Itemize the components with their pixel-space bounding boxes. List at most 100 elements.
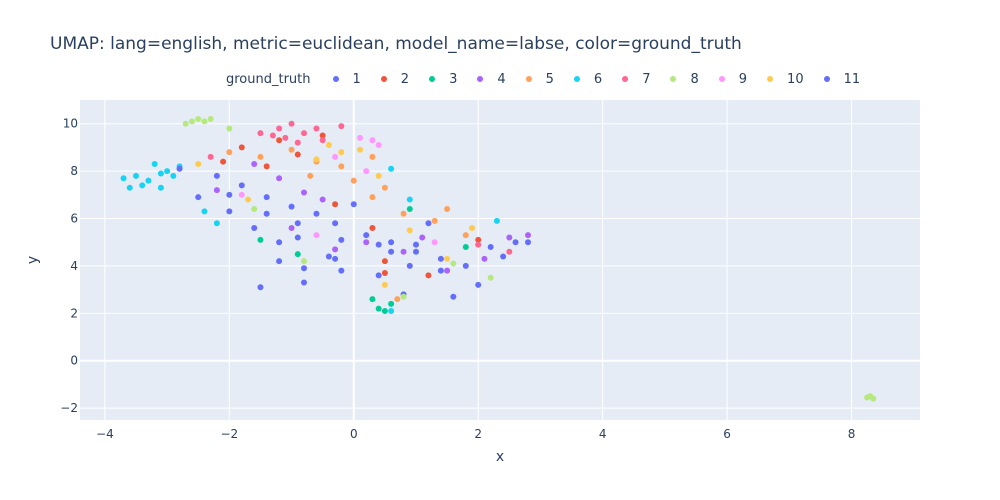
data-point-series-5: [381, 184, 388, 191]
legend-label: 10: [787, 71, 804, 87]
data-point-series-10: [406, 227, 413, 234]
data-point-series-3: [388, 300, 395, 307]
legend-item-4[interactable]: 4: [477, 72, 506, 87]
data-point-series-7: [276, 125, 283, 132]
data-point-series-8: [450, 260, 457, 267]
legend-item-2[interactable]: 2: [380, 71, 410, 87]
data-point-series-8: [195, 115, 202, 122]
data-point-series-1: [294, 234, 301, 241]
data-point-series-1: [413, 248, 419, 255]
data-point-series-6: [151, 161, 158, 167]
legend-marker: [332, 76, 339, 82]
legend-item-3[interactable]: 3: [429, 72, 457, 87]
legend-label: 7: [642, 71, 651, 87]
data-point-series-11: [388, 248, 395, 255]
data-point-series-7: [282, 134, 289, 141]
data-point-series-2: [294, 151, 301, 158]
data-point-series-11: [226, 191, 233, 198]
data-point-series-8: [189, 118, 195, 125]
data-point-series-1: [437, 255, 444, 262]
legend-marker: [622, 76, 629, 82]
legend-marker: [823, 76, 830, 82]
data-point-series-4: [319, 196, 326, 203]
data-point-series-6: [493, 217, 500, 224]
data-point-series-5: [288, 146, 295, 153]
data-point-series-7: [269, 132, 276, 139]
data-point-series-1: [325, 253, 332, 260]
data-point-series-11: [176, 165, 183, 172]
legend-label: 2: [400, 71, 410, 87]
data-point-series-9: [431, 239, 438, 246]
data-point-series-2: [369, 225, 376, 231]
data-point-series-1: [213, 172, 220, 179]
chart-title: UMAP: lang=english, metric=euclidean, mo…: [50, 34, 742, 54]
y-tick-label: 10: [63, 117, 78, 131]
data-point-series-4: [419, 234, 426, 241]
data-point-series-10: [469, 225, 475, 231]
data-point-series-1: [450, 293, 457, 300]
data-point-series-7: [288, 120, 295, 127]
legend-item-9[interactable]: 9: [718, 71, 748, 87]
data-point-series-1: [338, 267, 345, 274]
legend-label: 1: [352, 71, 361, 87]
y-tick-label: −2: [60, 401, 78, 415]
legend-item-10[interactable]: 10: [767, 72, 804, 87]
legend-item-8[interactable]: 8: [670, 72, 699, 87]
data-point-series-3: [375, 305, 382, 312]
legend-marker: [477, 76, 484, 82]
data-point-series-7: [294, 139, 301, 146]
y-tick-label: 0: [70, 354, 78, 368]
data-point-series-3: [369, 296, 376, 303]
legend-label: 11: [843, 71, 861, 87]
data-point-series-6: [157, 170, 164, 177]
data-points: [120, 115, 877, 402]
data-point-series-11: [500, 253, 507, 260]
data-point-series-1: [375, 272, 382, 279]
data-point-series-9: [375, 142, 382, 149]
data-point-series-7: [338, 123, 345, 130]
data-point-series-7: [506, 248, 513, 255]
data-point-series-1: [301, 265, 307, 272]
data-point-series-5: [350, 177, 357, 184]
data-point-series-1: [257, 284, 264, 291]
y-tick-label: 6: [70, 212, 78, 226]
data-point-series-2: [263, 163, 270, 170]
data-point-series-2: [220, 158, 227, 165]
data-point-series-1: [226, 208, 233, 215]
data-point-series-4: [251, 161, 258, 167]
legend-item-1[interactable]: 1: [332, 71, 361, 87]
data-point-series-8: [226, 125, 233, 132]
legend-item-11[interactable]: 11: [823, 71, 861, 87]
data-point-series-1: [388, 239, 395, 246]
data-point-series-8: [207, 115, 214, 122]
data-point-series-1: [313, 210, 320, 217]
data-point-series-6: [120, 175, 127, 182]
legend-label: 9: [738, 71, 748, 87]
data-point-series-11: [338, 236, 345, 243]
data-point-series-7: [319, 137, 326, 144]
legend-item-6[interactable]: 6: [573, 72, 602, 87]
data-point-series-5: [462, 232, 469, 239]
data-point-series-1: [406, 262, 413, 269]
y-tick-label: 2: [70, 306, 78, 320]
data-point-series-5: [400, 210, 407, 217]
data-point-series-11: [413, 241, 419, 248]
legend-marker: [718, 76, 725, 82]
data-point-series-11: [525, 239, 531, 246]
data-point-series-8: [864, 394, 871, 401]
data-point-series-6: [388, 307, 395, 314]
data-point-series-7: [207, 153, 214, 160]
data-point-series-11: [263, 210, 270, 217]
data-point-series-2: [475, 236, 482, 243]
data-point-series-4: [363, 239, 370, 246]
data-point-series-1: [425, 220, 432, 227]
data-point-series-1: [462, 262, 469, 269]
legend-item-7[interactable]: 7: [622, 72, 650, 87]
data-point-series-8: [870, 395, 877, 402]
data-point-series-1: [276, 258, 283, 265]
data-point-series-6: [157, 184, 164, 191]
data-point-series-1: [238, 182, 245, 189]
data-point-series-2: [425, 272, 432, 279]
legend-item-5[interactable]: 5: [525, 72, 554, 87]
data-point-series-11: [475, 281, 482, 288]
